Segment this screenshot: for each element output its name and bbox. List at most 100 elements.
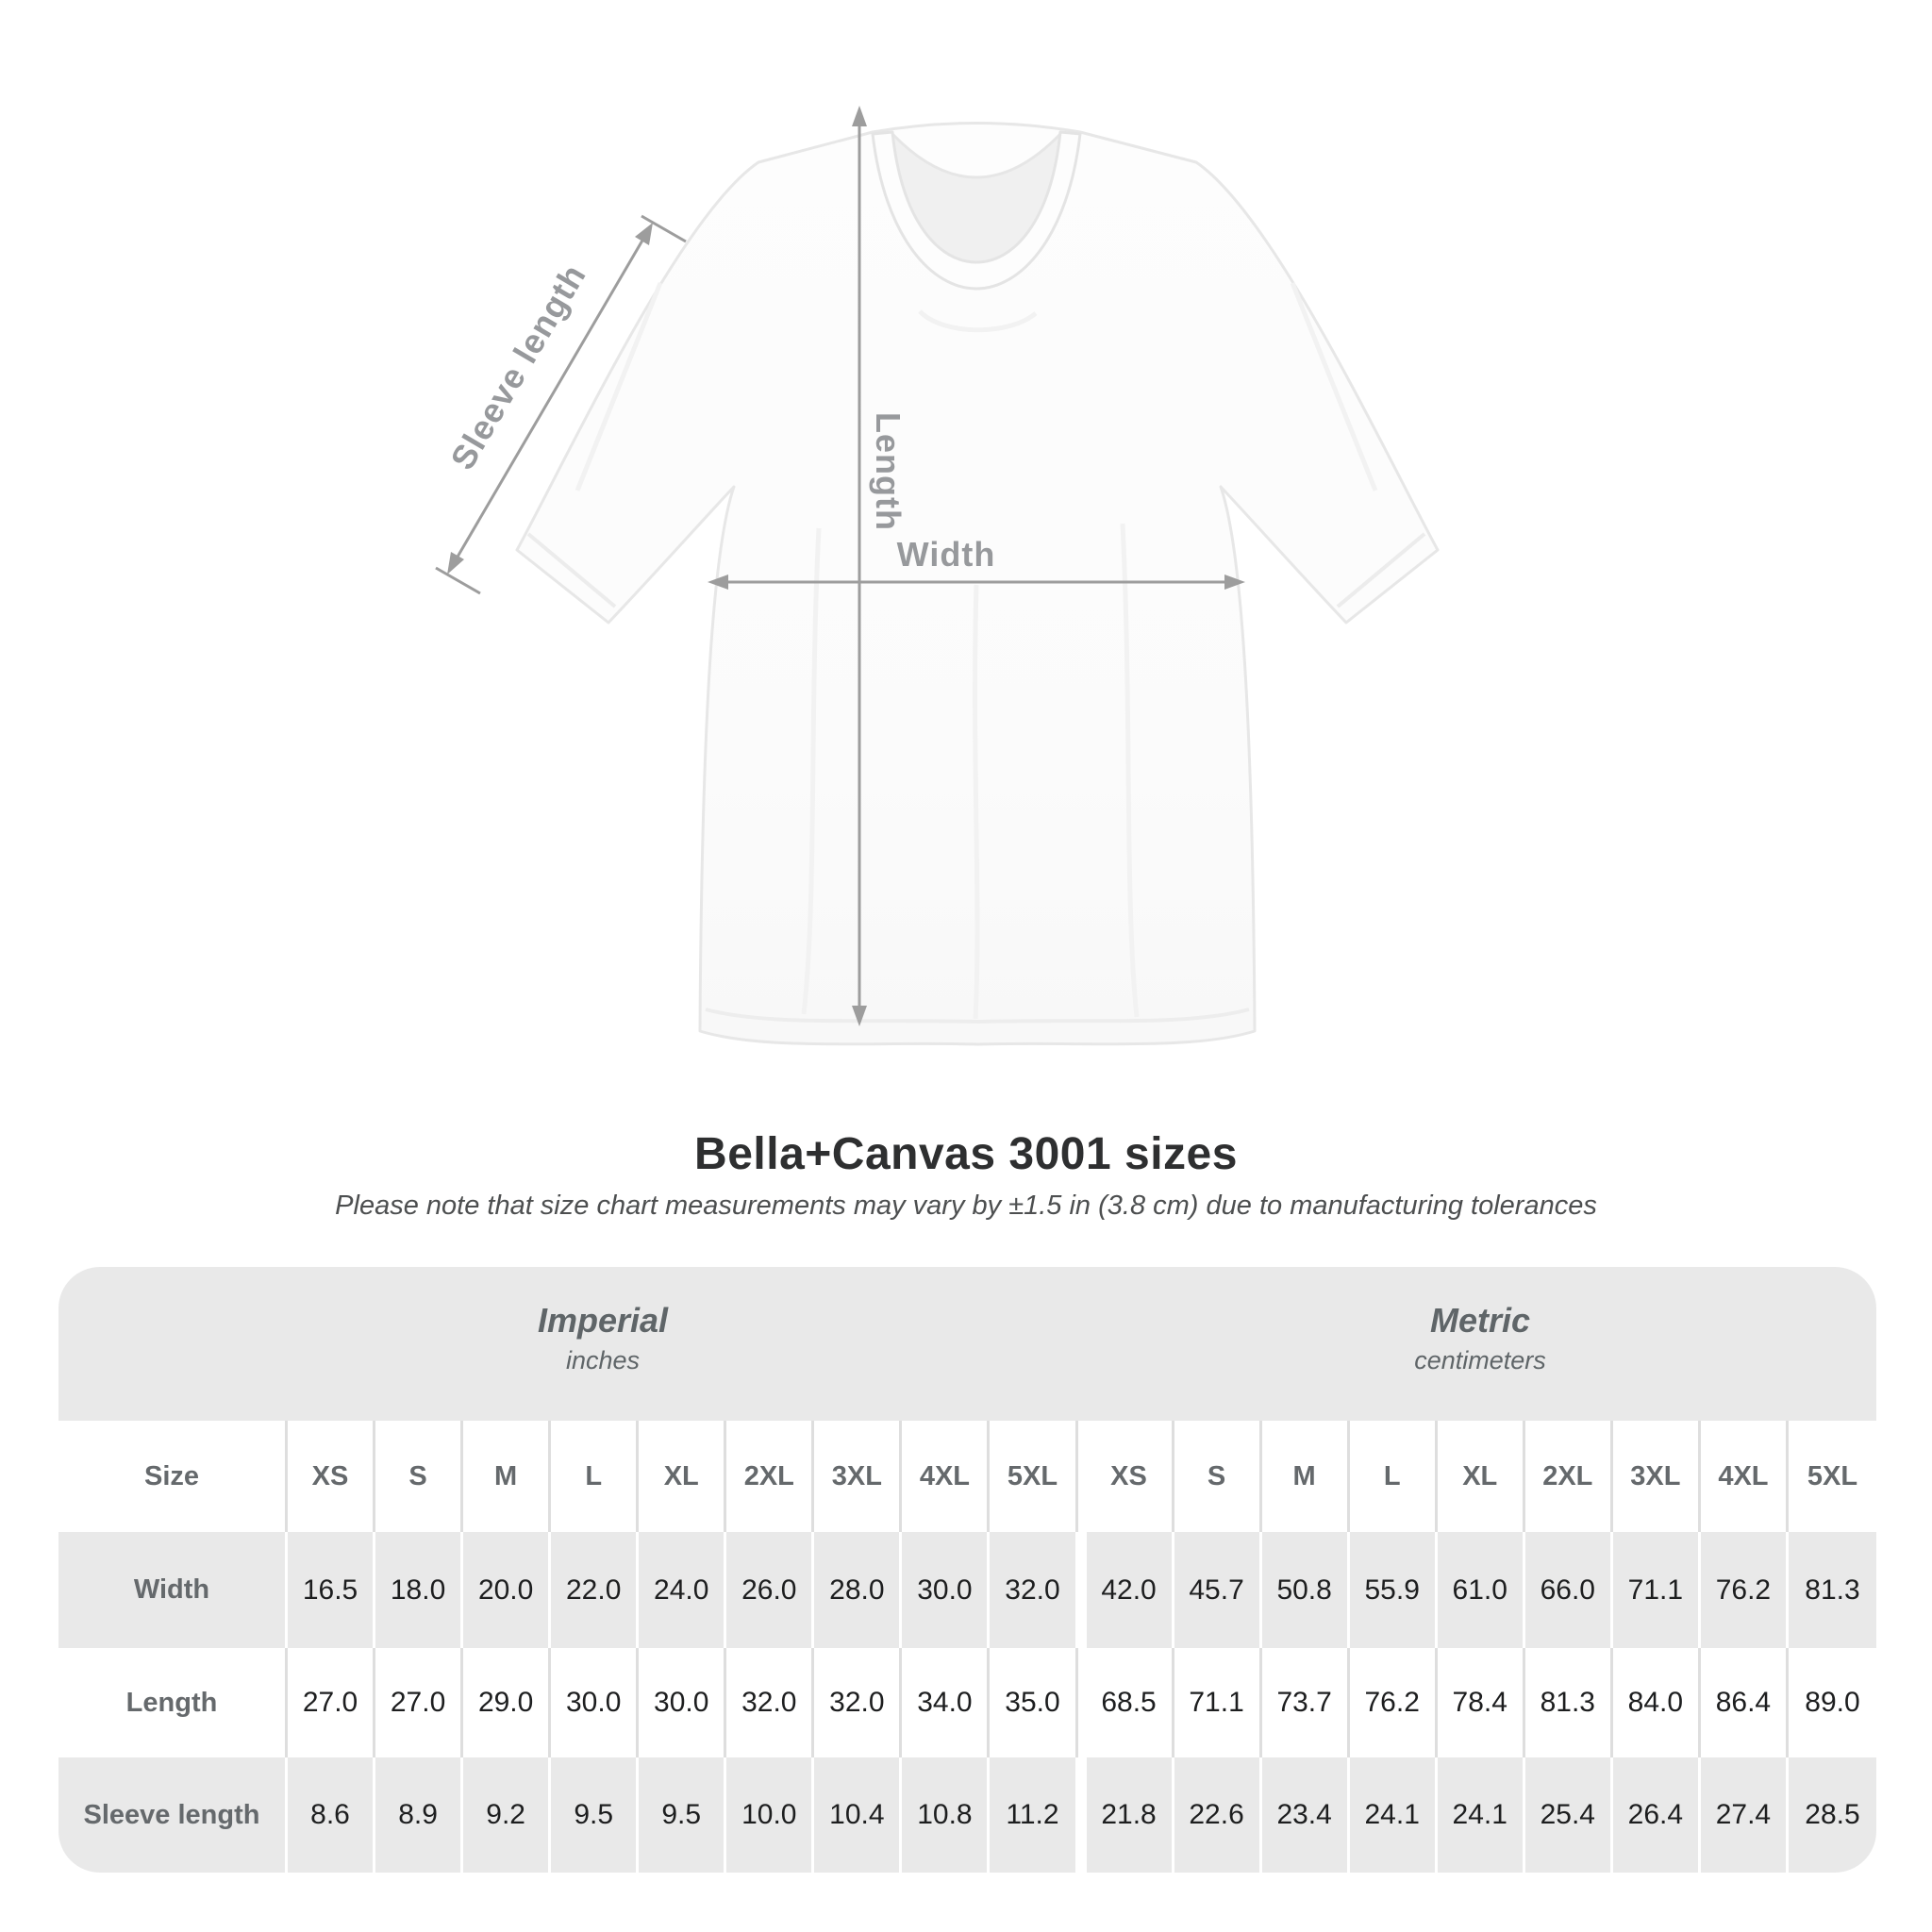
measurement-value: 27.0 <box>288 1648 376 1757</box>
measurement-value: 30.0 <box>639 1648 727 1757</box>
size-col-header: 3XL <box>814 1421 903 1532</box>
size-col-header: 2XL <box>1525 1421 1613 1532</box>
metric-section-header: Metric centimeters <box>1414 1267 1546 1375</box>
measurement-value: 28.0 <box>814 1532 903 1648</box>
page-title: Bella+Canvas 3001 sizes <box>694 1129 1238 1179</box>
measurement-value: 78.4 <box>1438 1648 1525 1757</box>
row-label: Sleeve length <box>58 1757 288 1873</box>
size-col-header: 5XL <box>1807 1460 1858 1491</box>
measurement-value: 84.0 <box>1613 1648 1701 1757</box>
width-label: Width <box>897 535 996 574</box>
measurement-value: 66.0 <box>1525 1532 1613 1648</box>
size-col-header: XL <box>1438 1421 1525 1532</box>
size-header-row: Size XS S M L XL 2XL 3XL 4XL 5XL XS S M L XL 2XL 3XL 4XL 5… <box>58 1421 1876 1532</box>
measurement-value: 27.0 <box>375 1648 464 1757</box>
imperial-unit-label: inches <box>565 1346 641 1375</box>
imperial-label: Imperial <box>537 1301 669 1340</box>
size-col-header: XL <box>639 1421 727 1532</box>
tolerance-note: Please note that size chart measurements… <box>335 1191 1597 1221</box>
size-col-header: 2XL <box>726 1421 815 1532</box>
size-col-header: S <box>375 1421 464 1532</box>
measurement-value: 34.0 <box>902 1648 991 1757</box>
measurement-value: 26.0 <box>726 1532 815 1648</box>
measurement-value: 32.0 <box>990 1532 1078 1648</box>
sleeve-length-label: Sleeve length <box>442 258 593 476</box>
unit-section-band: Imperial inches Metric centimeters <box>58 1267 1876 1421</box>
collar-opening <box>892 134 1060 262</box>
measurement-value: 35.0 <box>990 1648 1078 1757</box>
size-col-header: S <box>1174 1421 1262 1532</box>
section-divider <box>1077 1532 1087 1648</box>
measurement-value: 8.9 <box>375 1757 464 1873</box>
tshirt-measurement-diagram: Sleeve length Length Width <box>435 106 1440 1046</box>
measurement-value: 24.1 <box>1438 1757 1525 1873</box>
measurement-value: 21.8 <box>1087 1757 1174 1873</box>
measurement-value: 11.2 <box>990 1757 1078 1873</box>
measurement-value: 29.0 <box>463 1648 552 1757</box>
measurement-value: 8.6 <box>288 1757 376 1873</box>
size-col-header: 5XL <box>990 1421 1078 1532</box>
row-label: Length <box>58 1648 288 1757</box>
size-table: Imperial inches Metric centimeters Size X… <box>58 1267 1876 1873</box>
measurement-value: 10.4 <box>814 1757 903 1873</box>
measurement-value: 30.0 <box>902 1532 991 1648</box>
size-col-header: 4XL <box>902 1421 991 1532</box>
size-col-header: XS <box>1087 1421 1174 1532</box>
measurement-value: 24.0 <box>639 1532 727 1648</box>
collar-band <box>871 130 1082 291</box>
measurement-value: 9.5 <box>639 1757 727 1873</box>
measurement-value: 22.0 <box>551 1532 640 1648</box>
measurement-value: 16.5 <box>288 1532 376 1648</box>
length-label: Length <box>869 412 908 531</box>
measurement-value: 9.2 <box>463 1757 552 1873</box>
measurement-value: 27.4 <box>1701 1757 1789 1873</box>
metric-unit-label: centimeters <box>1414 1346 1546 1375</box>
tshirt-illustration <box>515 122 1440 1046</box>
measurement-value: 73.7 <box>1262 1648 1350 1757</box>
measurement-value: 61.0 <box>1438 1532 1525 1648</box>
size-col-header: M <box>463 1421 552 1532</box>
measurement-value: 76.2 <box>1350 1648 1438 1757</box>
measurement-value: 26.4 <box>1613 1757 1701 1873</box>
measurement-value: 32.0 <box>814 1648 903 1757</box>
measurement-value: 81.3 <box>1525 1648 1613 1757</box>
measurement-value: 23.4 <box>1262 1757 1350 1873</box>
measurement-value: 42.0 <box>1087 1532 1174 1648</box>
measurement-value: 68.5 <box>1087 1648 1174 1757</box>
measurement-value: 76.2 <box>1701 1532 1789 1648</box>
measurement-value: 50.8 <box>1262 1532 1350 1648</box>
measurement-row-width: Width 16.5 18.0 20.0 22.0 24.0 26.0 28.0 30.0 32.… <box>58 1532 1876 1648</box>
measurement-value: 45.7 <box>1174 1532 1262 1648</box>
measurement-value: 18.0 <box>375 1532 464 1648</box>
size-col-header: L <box>1350 1421 1438 1532</box>
size-col-header: L <box>551 1421 640 1532</box>
size-col-header: M <box>1262 1421 1350 1532</box>
measurement-value: 32.0 <box>726 1648 815 1757</box>
measurement-value: 9.5 <box>551 1757 640 1873</box>
size-col-header: 3XL <box>1613 1421 1701 1532</box>
imperial-section-header: Imperial inches <box>538 1267 668 1375</box>
sleeve-length-arrow <box>435 214 687 595</box>
row-label: Width <box>58 1532 288 1648</box>
metric-label: Metric <box>1429 1301 1531 1340</box>
section-divider <box>1077 1757 1087 1873</box>
measurement-value: 25.4 <box>1525 1757 1613 1873</box>
measurement-row-sleeve-length: Sleeve length 8.6 8.9 9.2 9.5 9.5 10.0 10.4 10.8… <box>58 1757 1876 1873</box>
measurement-value: 30.0 <box>551 1648 640 1757</box>
measurement-row-length: Length 27.0 27.0 29.0 30.0 30.0 32.0 32.0 34.0 35… <box>58 1648 1876 1757</box>
measurement-value: 81.3 <box>1805 1574 1860 1606</box>
measurement-value: 86.4 <box>1701 1648 1789 1757</box>
measurement-value: 71.1 <box>1613 1532 1701 1648</box>
width-arrow <box>708 575 1245 590</box>
section-divider <box>1077 1648 1087 1757</box>
measurement-value: 22.6 <box>1174 1757 1262 1873</box>
measurement-value: 24.1 <box>1350 1757 1438 1873</box>
measurement-value: 89.0 <box>1805 1687 1860 1718</box>
section-divider <box>1077 1421 1087 1532</box>
measurement-value: 28.5 <box>1805 1799 1860 1830</box>
row-label: Size <box>58 1421 288 1532</box>
measurement-value: 55.9 <box>1350 1532 1438 1648</box>
measurement-value: 20.0 <box>463 1532 552 1648</box>
measurement-value: 10.0 <box>726 1757 815 1873</box>
